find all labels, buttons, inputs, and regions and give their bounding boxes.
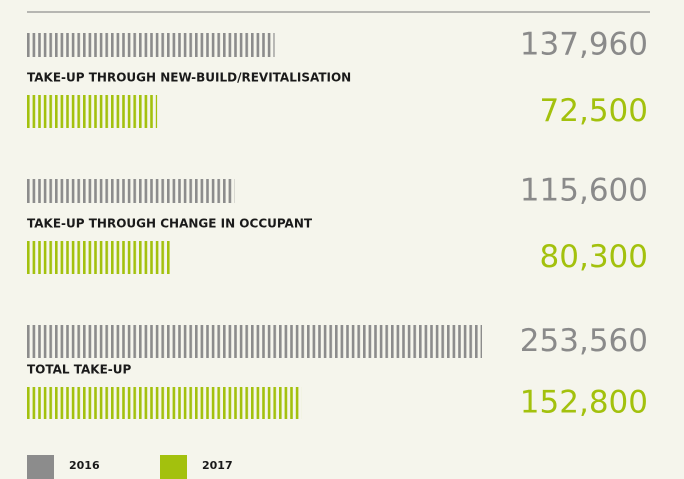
category-label: TOTAL TAKE-UP xyxy=(27,363,132,377)
value-label: 137,960 xyxy=(520,27,648,63)
value-label: 80,300 xyxy=(540,239,648,275)
value-label: 253,560 xyxy=(520,323,648,359)
bar xyxy=(27,95,158,128)
category-label: TAKE-UP THROUGH NEW-BUILD/REVITALISATION xyxy=(27,71,351,85)
bar xyxy=(27,241,172,274)
legend-swatch xyxy=(27,455,54,479)
bar xyxy=(27,33,275,57)
category-label: TAKE-UP THROUGH CHANGE IN OCCUPANT xyxy=(27,217,313,231)
value-label: 72,500 xyxy=(540,93,648,129)
bar xyxy=(27,387,302,419)
bar xyxy=(27,179,235,203)
value-label: 152,800 xyxy=(520,385,648,421)
value-label: 115,600 xyxy=(520,173,648,209)
legend-swatch xyxy=(160,455,187,479)
bar xyxy=(27,325,482,358)
legend-label: 2017 xyxy=(202,459,233,472)
legend-label: 2016 xyxy=(69,459,100,472)
